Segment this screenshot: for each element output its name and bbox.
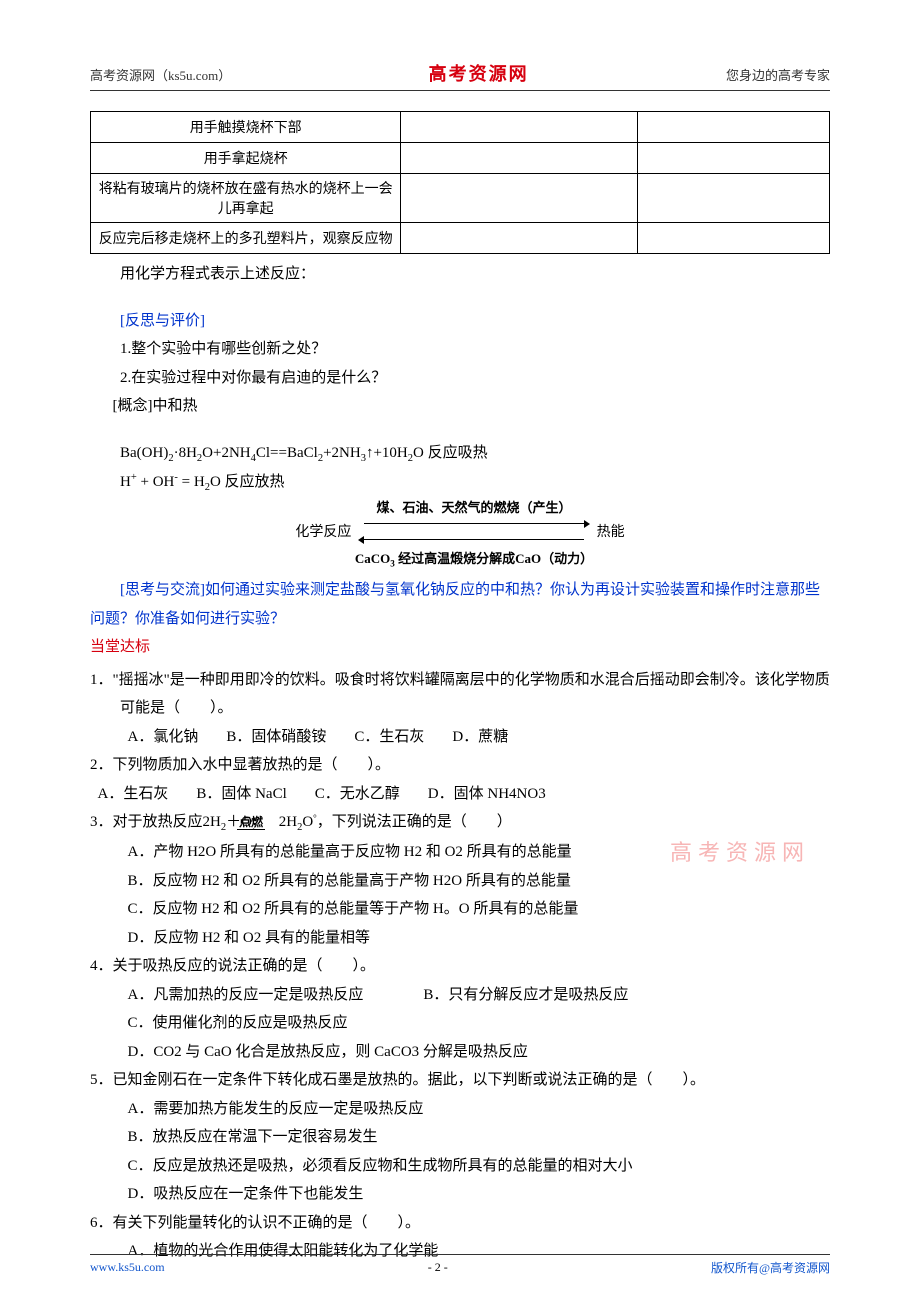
table-cell: 将粘有玻璃片的烧杯放在盛有热水的烧杯上一会儿再拿起 xyxy=(91,174,401,223)
diagram-top-label: 煤、石油、天然气的燃烧（产生） xyxy=(355,497,593,516)
spacer xyxy=(90,289,830,307)
header-center-logo: 高考资源网 xyxy=(429,60,529,86)
section-title: 当堂达标 xyxy=(90,633,830,662)
option: D．蔗糖 xyxy=(452,723,508,752)
table-row: 用手触摸烧杯下部 xyxy=(91,112,830,143)
question-list: 1．"摇摇冰"是一种即用即冷的饮料。吸食时将饮料罐隔离层中的化学物质和水混合后摇… xyxy=(90,666,830,1266)
question-options: A．氯化钠 B．固体硝酸铵 C．生石灰 D．蔗糖 xyxy=(128,723,831,752)
diagram-right: 热能 xyxy=(597,525,625,540)
table-cell xyxy=(637,143,829,174)
after-table-text: 用化学方程式表示上述反应： xyxy=(90,260,830,289)
table-cell xyxy=(401,174,637,223)
reflect-q2: 2.在实验过程中对你最有启迪的是什么？ xyxy=(90,364,830,393)
diagram-left: 化学反应 xyxy=(295,525,351,540)
table-cell: 反应完后移走烧杯上的多孔塑料片，观察反应物 xyxy=(91,223,401,254)
question-options: A．需要加热方能发生的反应一定是吸热反应B．放热反应在常温下一定很容易发生C．反… xyxy=(128,1095,831,1209)
table-row: 反应完后移走烧杯上的多孔塑料片，观察反应物 xyxy=(91,223,830,254)
question: 1．"摇摇冰"是一种即用即冷的饮料。吸食时将饮料罐隔离层中的化学物质和水混合后摇… xyxy=(90,666,830,752)
option: C．使用催化剂的反应是吸热反应 xyxy=(128,1009,831,1038)
option: C．反应是放热还是吸热，必须看反应物和生成物所具有的总能量的相对大小 xyxy=(128,1152,831,1181)
question-stem: 2．下列物质加入水中显著放热的是（ ）。 xyxy=(120,751,830,780)
reflect-q1: 1.整个实验中有哪些创新之处？ xyxy=(90,335,830,364)
option: D．CO2 与 CaO 化合是放热反应，则 CaCO3 分解是吸热反应 xyxy=(128,1038,831,1067)
option: B．反应物 H2 和 O2 所具有的总能量高于产物 H2O 所具有的总能量 xyxy=(128,867,831,896)
question: 5．已知金刚石在一定条件下转化成石墨是放热的。据此，以下判断或说法正确的是（ ）… xyxy=(90,1066,830,1209)
footer-left-link[interactable]: www.ks5u.com xyxy=(90,1260,165,1275)
option: B．放热反应在常温下一定很容易发生 xyxy=(128,1123,831,1152)
option: D．吸热反应在一定条件下也能发生 xyxy=(128,1180,831,1209)
question-options: A．生石灰 B．固体 NaCl C．无水乙醇 D．固体 NH4NO3 xyxy=(98,780,831,809)
option: C．生石灰 xyxy=(354,723,424,752)
question: 3．对于放热反应2H2＋O2 点燃 2H2O°，下列说法正确的是（ ）A．产物 … xyxy=(90,808,830,952)
option: B．固体硝酸铵 xyxy=(226,723,326,752)
option: A．需要加热方能发生的反应一定是吸热反应 xyxy=(128,1095,831,1124)
page-footer: www.ks5u.com - 2 - 版权所有@高考资源网 xyxy=(90,1254,830,1276)
page: 高考资源网（ks5u.com） 高考资源网 您身边的高考专家 用手触摸烧杯下部 … xyxy=(0,0,920,1306)
question: 4．关于吸热反应的说法正确的是（ ）。A．凡需加热的反应一定是吸热反应 B．只有… xyxy=(90,952,830,1066)
table-cell xyxy=(401,143,637,174)
table-cell: 用手触摸烧杯下部 xyxy=(91,112,401,143)
option: D．反应物 H2 和 O2 具有的能量相等 xyxy=(128,924,831,953)
table-row: 将粘有玻璃片的烧杯放在盛有热水的烧杯上一会儿再拿起 xyxy=(91,174,830,223)
observation-table: 用手触摸烧杯下部 用手拿起烧杯 将粘有玻璃片的烧杯放在盛有热水的烧杯上一会儿再拿… xyxy=(90,111,830,254)
table-cell xyxy=(637,223,829,254)
table-cell xyxy=(637,112,829,143)
table-cell xyxy=(401,112,637,143)
option: C．无水乙醇 xyxy=(315,780,400,809)
think-title: [思考与交流] xyxy=(120,582,205,598)
table-cell: 用手拿起烧杯 xyxy=(91,143,401,174)
question-stem: 4．关于吸热反应的说法正确的是（ ）。 xyxy=(120,952,830,981)
question-stem: 6．有关下列能量转化的认识不正确的是（ ）。 xyxy=(120,1209,830,1238)
page-header: 高考资源网（ks5u.com） 高考资源网 您身边的高考专家 xyxy=(90,60,830,91)
equation-1: Ba(OH)2·8H2O+2NH4Cl==BaCl2+2NH3↑+10H2O 反… xyxy=(120,441,830,464)
table-cell xyxy=(637,174,829,223)
question-stem: 5．已知金刚石在一定条件下转化成石墨是放热的。据此，以下判断或说法正确的是（ ）… xyxy=(120,1066,830,1095)
table-row: 用手拿起烧杯 xyxy=(91,143,830,174)
option: A．生石灰 xyxy=(98,780,169,809)
energy-diagram: 化学反应 煤、石油、天然气的燃烧（产生） CaCO3 经过高温煅烧分解成CaO（… xyxy=(90,497,830,569)
arrow-right-icon xyxy=(364,523,584,524)
option: A．产物 H2O 所具有的总能量高于反应物 H2 和 O2 所具有的总能量 xyxy=(128,838,831,867)
question-options: A．凡需加热的反应一定是吸热反应 B．只有分解反应才是吸热反应C．使用催化剂的反… xyxy=(128,981,831,1067)
table-cell xyxy=(401,223,637,254)
option: A．氯化钠 xyxy=(128,723,199,752)
question-options: A．产物 H2O 所具有的总能量高于反应物 H2 和 O2 所具有的总能量B．反… xyxy=(128,838,831,952)
header-left: 高考资源网（ks5u.com） xyxy=(90,65,231,84)
option: B．固体 NaCl xyxy=(196,780,286,809)
question-stem: 1．"摇摇冰"是一种即用即冷的饮料。吸食时将饮料罐隔离层中的化学物质和水混合后摇… xyxy=(120,666,830,723)
spacer xyxy=(90,421,830,435)
footer-page-number: - 2 - xyxy=(428,1260,448,1275)
think-block: [思考与交流]如何通过实验来测定盐酸与氢氧化钠反应的中和热？你认为再设计实验装置… xyxy=(90,576,830,633)
footer-right: 版权所有@高考资源网 xyxy=(711,1259,830,1276)
option: C．反应物 H2 和 O2 所具有的总能量等于产物 H。O 所具有的总能量 xyxy=(128,895,831,924)
question-stem: 3．对于放热反应2H2＋O2 点燃 2H2O°，下列说法正确的是（ ） xyxy=(120,808,830,838)
arrow-left-icon xyxy=(364,539,584,540)
question: 2．下列物质加入水中显著放热的是（ ）。A．生石灰 B．固体 NaCl C．无水乙醇… xyxy=(90,751,830,808)
diagram-bottom-label: CaCO3 经过高温煅烧分解成CaO（动力） xyxy=(355,548,593,569)
option: A．凡需加热的反应一定是吸热反应 B．只有分解反应才是吸热反应 xyxy=(128,981,831,1010)
equation-2: H+ + OH- = H2O 反应放热 xyxy=(120,470,830,493)
option: D．固体 NH4NO3 xyxy=(428,780,546,809)
concept-heading: [概念]中和热 xyxy=(90,392,830,421)
reflect-title: [反思与评价] xyxy=(90,307,830,336)
header-right: 您身边的高考专家 xyxy=(726,65,830,84)
